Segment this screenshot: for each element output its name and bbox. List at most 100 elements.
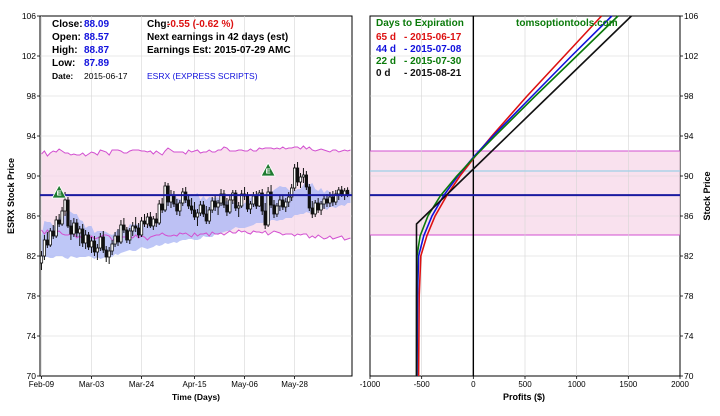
date-value: 2015-06-17 xyxy=(84,71,128,81)
candle xyxy=(110,240,114,255)
candle xyxy=(137,223,141,238)
candle-body xyxy=(240,193,244,207)
candle-body xyxy=(204,213,208,222)
candle xyxy=(84,230,88,249)
candle xyxy=(331,191,335,206)
legend-date-22: - 2015-07-30 xyxy=(404,56,462,67)
candle xyxy=(222,190,226,208)
legend-days-0: 0 d xyxy=(376,68,390,79)
close-value: 88.09 xyxy=(84,19,109,30)
candle xyxy=(101,231,105,253)
candle-body xyxy=(139,220,144,236)
right-y-tick-label: 78 xyxy=(684,291,694,301)
right-profit-lines xyxy=(415,15,632,377)
candle xyxy=(225,198,229,216)
candle xyxy=(154,213,158,227)
candle xyxy=(198,201,203,216)
candle xyxy=(263,203,267,229)
candle xyxy=(54,216,58,238)
candle-body xyxy=(89,240,94,248)
candle-body xyxy=(248,203,253,210)
left-y-tick-label: 90 xyxy=(27,171,37,181)
candle xyxy=(113,232,117,247)
candle xyxy=(307,184,311,211)
left-y-tick-label: 74 xyxy=(27,331,37,341)
candle-body xyxy=(157,203,161,224)
candle-body xyxy=(81,228,85,244)
candle-body xyxy=(113,235,117,245)
candle-body xyxy=(145,216,150,225)
candle xyxy=(269,185,273,208)
candle xyxy=(39,251,44,270)
left-x-tick-label: Apr-15 xyxy=(183,380,208,389)
close-label: Close: xyxy=(52,19,83,30)
candle-body xyxy=(237,205,241,209)
candle-body xyxy=(48,230,52,246)
candle-body xyxy=(75,222,79,234)
candle-body xyxy=(125,229,129,241)
candle-body xyxy=(122,224,126,231)
candle xyxy=(216,200,220,215)
candle xyxy=(78,226,82,246)
candle-body xyxy=(45,239,49,246)
candle-body xyxy=(57,219,61,225)
candle xyxy=(304,171,308,190)
profit-line-44d xyxy=(416,15,613,377)
candle xyxy=(163,182,167,212)
candle-body xyxy=(328,196,332,204)
candle xyxy=(322,196,326,209)
candle-body xyxy=(160,203,164,211)
candle-body xyxy=(272,204,276,215)
date-label: Date: xyxy=(52,71,73,81)
left-y-tick-label: 106 xyxy=(22,11,36,21)
candle xyxy=(145,213,150,228)
candle-body xyxy=(78,228,82,234)
candle xyxy=(310,201,314,218)
right-x-tick-label: 1000 xyxy=(568,380,586,389)
candle xyxy=(131,222,135,236)
candle xyxy=(104,246,108,262)
candle-body xyxy=(251,195,255,205)
earnings-marker-label: E xyxy=(266,167,271,176)
candle-body xyxy=(154,218,158,224)
earnings-marker-triangle xyxy=(51,184,67,199)
candle xyxy=(257,190,261,207)
candle xyxy=(204,206,208,224)
candle xyxy=(213,196,217,211)
candle xyxy=(134,217,138,232)
candle-body xyxy=(116,235,120,243)
candle xyxy=(51,225,55,239)
left-x-tick-label: Mar-03 xyxy=(79,380,105,389)
left-y-tick-labels: 70 74 78 82 86 90 94 98 102 106 xyxy=(22,11,40,381)
left-x-axis-label: Time (Days) xyxy=(172,392,220,402)
candle xyxy=(187,196,191,209)
left-y-tick-label: 70 xyxy=(27,371,37,381)
candle-body xyxy=(281,199,285,208)
candle-body xyxy=(316,202,320,211)
candle-body xyxy=(119,224,123,243)
candle-body xyxy=(63,199,67,212)
candle xyxy=(160,198,164,213)
candle xyxy=(69,220,73,240)
candle-body xyxy=(313,202,317,215)
candle-body xyxy=(151,218,155,227)
candle-body xyxy=(304,174,308,188)
left-lower-envelope xyxy=(41,229,351,241)
candle xyxy=(316,198,320,213)
candle-body xyxy=(254,195,258,207)
candle-body xyxy=(216,202,220,208)
right-x-tick-label: 500 xyxy=(518,380,532,389)
candle xyxy=(278,196,282,211)
candle-body xyxy=(301,174,306,178)
candle-body xyxy=(260,192,264,212)
left-y-tick-label: 94 xyxy=(27,131,37,141)
left-x-tick-label: May-28 xyxy=(281,380,308,389)
candle xyxy=(192,202,197,220)
candle-body xyxy=(66,199,70,227)
candle xyxy=(116,229,120,246)
candle xyxy=(75,219,79,237)
left-y-tick-label: 98 xyxy=(27,91,37,101)
candle-body xyxy=(225,204,229,213)
candle-body xyxy=(131,225,135,232)
